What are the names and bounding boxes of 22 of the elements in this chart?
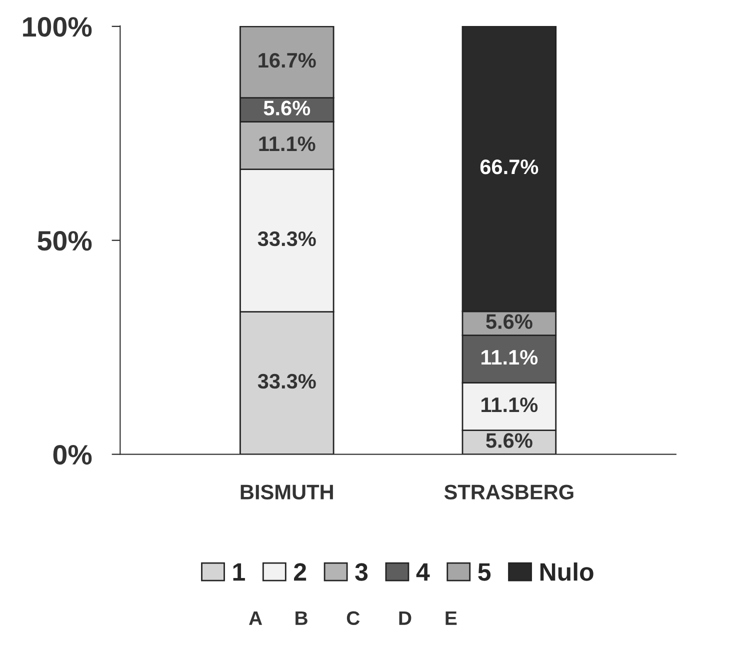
data-label: 66.7%: [480, 160, 538, 174]
data-label: 11.1%: [482, 397, 538, 412]
data-label: 5.6%: [486, 314, 532, 329]
data-label: 16.7%: [258, 52, 316, 68]
text: A B C D E: [249, 611, 457, 626]
legend-label: 5: [478, 563, 491, 581]
legend-label: 4: [416, 563, 430, 581]
x-tick-label: STRASBERG: [444, 484, 574, 500]
data-label: 11.1%: [259, 136, 316, 152]
x-tick-label: BISMUTH: [240, 484, 333, 500]
legend-label: Nulo: [540, 562, 594, 581]
data-label: 33.3%: [258, 374, 316, 389]
data-label: 33.3%: [258, 231, 316, 246]
data-label: 11.1%: [482, 350, 538, 365]
data-label: 5.6%: [264, 100, 310, 116]
y-tick-label: 100%: [23, 17, 92, 37]
legend-label: 1: [233, 563, 245, 581]
legend-label: 3: [355, 563, 368, 581]
y-tick-label: 50%: [38, 231, 92, 251]
y-tick-label: 0%: [53, 444, 92, 465]
legend-label: 2: [294, 563, 306, 581]
data-label: 5.6%: [486, 433, 532, 448]
